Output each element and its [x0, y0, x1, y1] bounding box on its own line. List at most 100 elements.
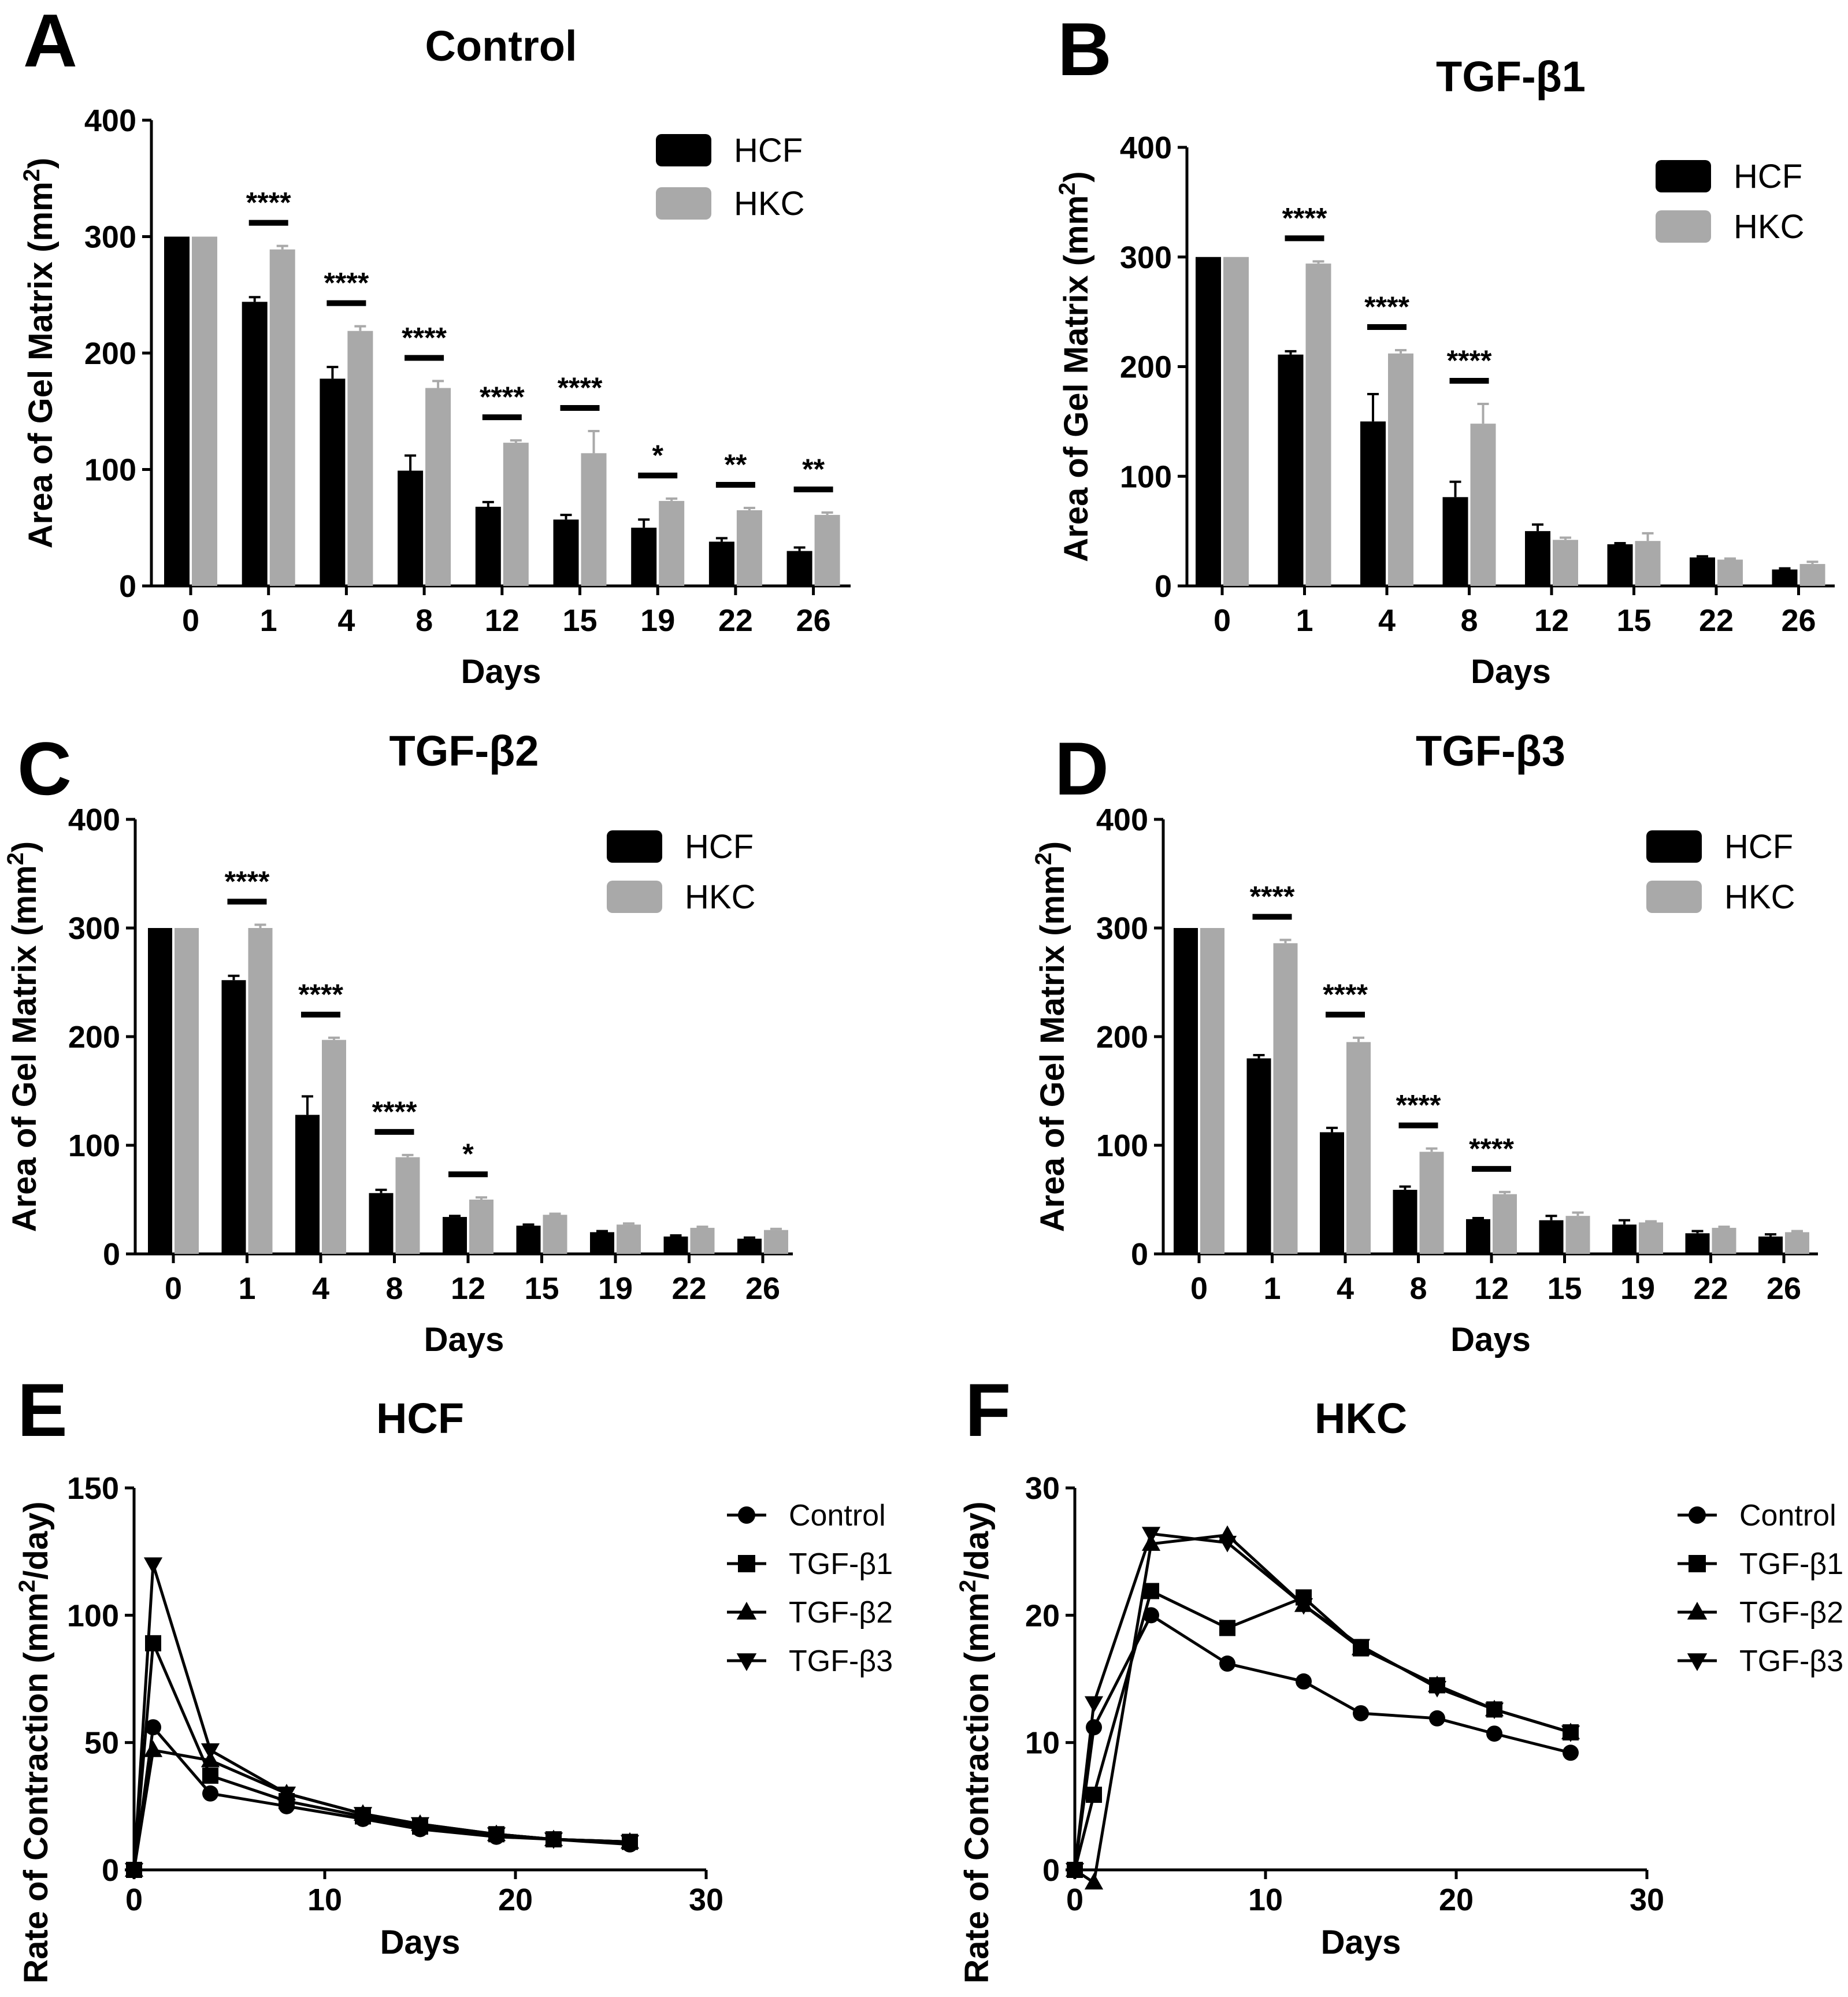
- legend-marker-triangle-up: [736, 1602, 757, 1620]
- x-tick-label: 0: [1066, 1883, 1083, 1917]
- x-tick-label: 0: [182, 603, 199, 638]
- bar-hcf: [1246, 1058, 1271, 1254]
- y-tick-label: 200: [68, 1020, 120, 1055]
- bar-hkc: [1639, 1222, 1663, 1254]
- significance-label: ****: [225, 865, 270, 897]
- bar-hcf: [663, 1236, 688, 1254]
- legend-label: TGF-β1: [1739, 1547, 1843, 1581]
- panel-letter: E: [17, 1368, 68, 1452]
- bar-hcf: [1320, 1132, 1344, 1254]
- bar-hcf: [553, 519, 579, 586]
- x-axis-label: Days: [1471, 653, 1551, 691]
- bar-hcf: [1772, 569, 1798, 586]
- x-tick-label: 19: [598, 1271, 633, 1306]
- significance-label: ****: [1469, 1133, 1514, 1165]
- bar-hkc: [395, 1157, 420, 1254]
- significance-label: ****: [1396, 1089, 1441, 1122]
- x-axis-label: Days: [1450, 1321, 1531, 1358]
- data-point-square: [202, 1767, 218, 1784]
- significance-label: ****: [402, 321, 447, 354]
- legend-swatch-hcf: [607, 830, 662, 863]
- significance-label: ****: [1250, 881, 1295, 913]
- x-tick-label: 12: [1534, 603, 1569, 638]
- legend-label: HKC: [685, 878, 755, 916]
- bar-hkc: [1223, 257, 1249, 586]
- chart-title: TGF-β3: [1416, 727, 1565, 775]
- significance-label: ****: [372, 1096, 417, 1128]
- bar-hcf: [1612, 1224, 1637, 1254]
- data-point-triangle-up: [143, 1740, 163, 1757]
- bar-hkc: [581, 453, 607, 586]
- x-tick-label: 12: [451, 1271, 485, 1306]
- data-point-circle: [1353, 1705, 1369, 1721]
- x-axis-label: Days: [424, 1321, 504, 1358]
- bar-hcf: [164, 236, 190, 586]
- bar-hcf: [1685, 1233, 1710, 1254]
- significance-label: ****: [558, 372, 603, 404]
- data-point-triangle-down: [124, 1863, 144, 1880]
- bar-hcf: [708, 541, 734, 586]
- legend-marker-circle: [738, 1506, 755, 1524]
- y-tick-label: 0: [103, 1237, 120, 1272]
- bar-hcf: [475, 506, 501, 586]
- data-point-circle: [145, 1719, 161, 1736]
- bar-hkc: [175, 928, 199, 1254]
- y-tick-label: 100: [67, 1598, 119, 1633]
- bar-hkc: [192, 236, 217, 586]
- x-tick-label: 4: [1378, 603, 1396, 638]
- data-point-circle: [1486, 1725, 1502, 1742]
- significance-label: ****: [1323, 978, 1368, 1011]
- bar-hkc: [248, 928, 273, 1254]
- x-tick-label: 10: [1248, 1883, 1283, 1917]
- bar-hkc: [617, 1224, 641, 1254]
- legend-label: TGF-β2: [789, 1596, 893, 1629]
- x-tick-label: 0: [1190, 1271, 1208, 1306]
- bar-hkc: [814, 515, 840, 586]
- y-tick-label: 10: [1025, 1726, 1060, 1761]
- bar-hkc: [736, 510, 762, 586]
- legend-swatch-hkc: [607, 881, 662, 913]
- data-point-triangle-down: [1485, 1702, 1504, 1720]
- bar-hkc: [1712, 1227, 1736, 1254]
- data-point-circle: [1219, 1655, 1235, 1672]
- x-tick-label: 19: [1620, 1271, 1655, 1306]
- bar-hcf: [1690, 557, 1715, 586]
- x-tick-label: 0: [1214, 603, 1231, 638]
- legend-label: TGF-β1: [789, 1547, 893, 1581]
- significance-label: ****: [1282, 202, 1327, 234]
- bar-hcf: [148, 928, 172, 1254]
- bar-hkc: [425, 388, 451, 586]
- x-tick-label: 22: [718, 603, 753, 638]
- legend-label: HKC: [1734, 208, 1804, 246]
- bar-hkc: [1273, 943, 1298, 1254]
- legend-label: HCF: [734, 132, 803, 169]
- chart-title: HKC: [1315, 1394, 1407, 1442]
- significance-label: ****: [246, 187, 291, 219]
- legend-label: HKC: [734, 185, 804, 222]
- x-axis-label: Days: [1321, 1924, 1401, 1961]
- bar-hcf: [631, 528, 657, 586]
- y-tick-label: 0: [102, 1853, 119, 1888]
- x-tick-label: 8: [1409, 1271, 1427, 1306]
- chart-title: TGF-β1: [1436, 53, 1586, 101]
- y-tick-label: 30: [1025, 1471, 1060, 1506]
- legend-swatch-hkc: [1646, 881, 1702, 913]
- x-tick-label: 8: [415, 603, 433, 638]
- bar-hcf: [1758, 1236, 1783, 1254]
- legend-label: HKC: [1724, 878, 1795, 916]
- panel-a: A Control 0 100 200 300 400 Area of Gel Matrix …: [19, 0, 851, 691]
- bar-hcf: [1278, 354, 1304, 586]
- chart-title: Control: [425, 22, 577, 70]
- panel-f: F HKC 0 10 20 30 Rate of Contraction (mm2/day)…: [955, 1368, 1843, 1984]
- data-point-triangle-down: [1427, 1681, 1447, 1698]
- x-tick-label: 30: [1630, 1883, 1664, 1917]
- y-tick-label: 0: [119, 569, 136, 604]
- legend-marker-square: [1689, 1555, 1706, 1572]
- bar-hkc: [503, 443, 529, 586]
- y-tick-label: 400: [84, 103, 136, 138]
- panel-letter: B: [1057, 7, 1112, 91]
- bar-hcf: [590, 1232, 614, 1254]
- chart-title: HCF: [376, 1394, 464, 1442]
- bar-hcf: [443, 1217, 467, 1254]
